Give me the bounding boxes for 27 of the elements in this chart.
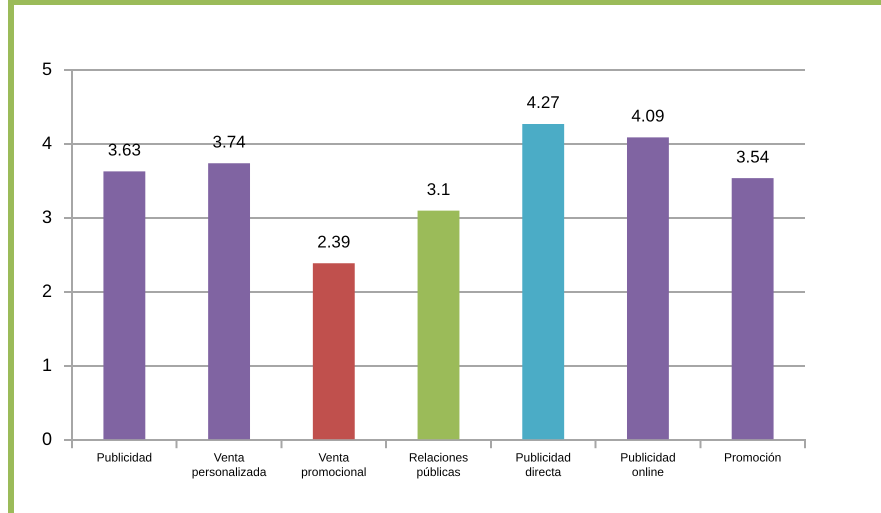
y-tick-label: 1	[42, 355, 52, 376]
y-tick-label: 2	[42, 281, 52, 302]
data-label: 3.54	[736, 147, 770, 166]
bar	[418, 210, 460, 440]
bar	[626, 137, 669, 440]
bar	[103, 171, 146, 440]
data-label: 3.74	[212, 132, 246, 152]
data-label: 3.63	[108, 140, 141, 160]
x-tick-label: Venta promocional	[301, 450, 366, 480]
x-tick-label: Publicidad online	[620, 450, 676, 480]
y-tick-label: 5	[42, 58, 52, 79]
data-label: 4.09	[631, 106, 664, 126]
data-label: 4.27	[526, 93, 560, 112]
x-tick-label: Relaciones públicas	[408, 450, 468, 480]
y-tick-label: 0	[42, 429, 52, 450]
data-label: 2.39	[317, 232, 350, 252]
bar	[312, 263, 355, 440]
y-tick-label: 4	[42, 133, 52, 154]
y-tick-label: 3	[42, 207, 52, 228]
bar	[522, 124, 564, 440]
x-tick-label: Promoción	[724, 450, 782, 465]
bar	[208, 163, 250, 440]
bar	[732, 178, 774, 440]
data-label: 3.1	[426, 180, 450, 199]
x-tick-label: Publicidad	[96, 450, 152, 465]
x-tick-label: Publicidad directa	[516, 450, 571, 480]
x-tick-label: Venta personalizada	[192, 450, 267, 480]
